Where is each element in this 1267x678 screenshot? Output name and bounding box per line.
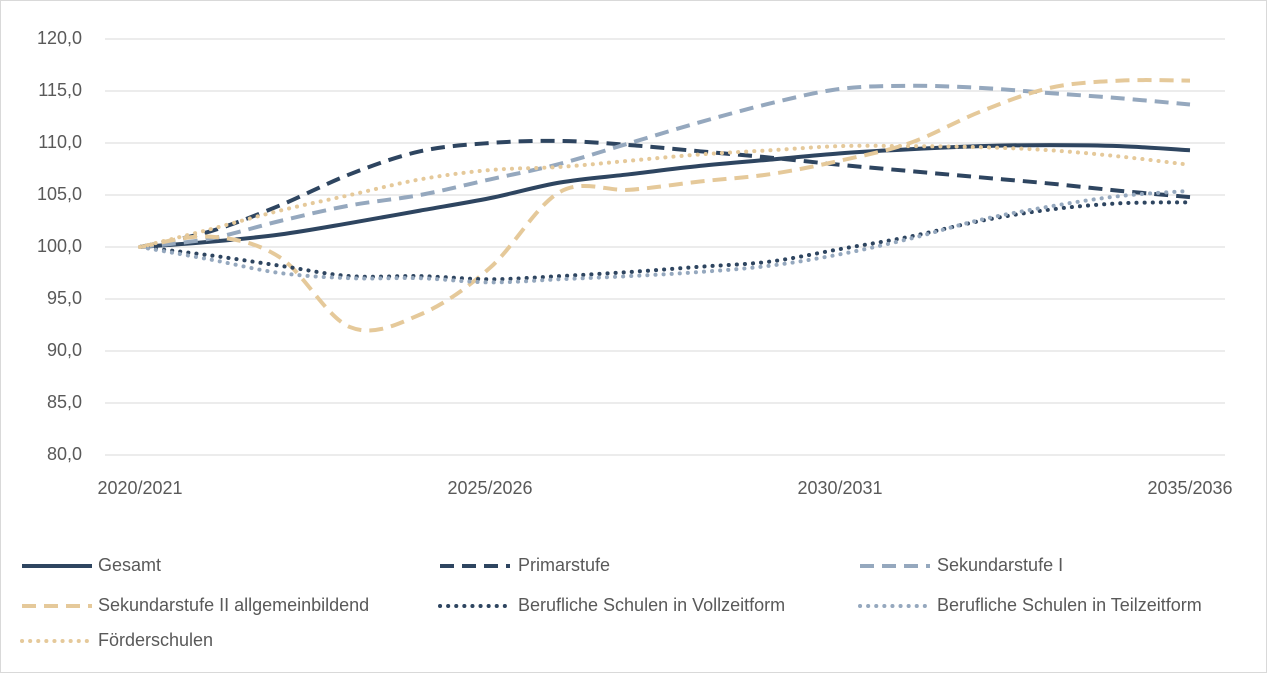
legend-label: Berufliche Schulen in Vollzeitform [518, 595, 785, 615]
series-line [138, 188, 1192, 285]
y-tick-label: 110,0 [38, 132, 82, 152]
x-tick-label: 2020/2021 [97, 478, 182, 498]
y-tick-label: 95,0 [47, 288, 82, 308]
series-line [138, 200, 1192, 282]
series-line [139, 138, 1191, 249]
series-line [139, 83, 1191, 249]
x-tick-label: 2035/2036 [1147, 478, 1232, 498]
series-line [139, 78, 1191, 333]
y-tick-label: 120,0 [37, 28, 82, 48]
legend-label: Gesamt [98, 555, 161, 575]
legend-label: Sekundarstufe II allgemeinbildend [98, 595, 369, 615]
y-tick-label: 100,0 [37, 236, 82, 256]
legend-label: Berufliche Schulen in Teilzeitform [937, 595, 1202, 615]
x-tick-label: 2030/2031 [797, 478, 882, 498]
series-line [138, 143, 1192, 249]
legend-label: Sekundarstufe I [937, 555, 1063, 575]
legend-label: Primarstufe [518, 555, 610, 575]
series-line [139, 143, 1191, 249]
y-tick-label: 115,0 [38, 80, 82, 100]
legend-label: Förderschulen [98, 630, 213, 650]
y-tick-label: 105,0 [37, 184, 82, 204]
y-tick-label: 90,0 [47, 340, 82, 360]
x-tick-label: 2025/2026 [447, 478, 532, 498]
y-tick-label: 85,0 [47, 392, 82, 412]
y-tick-label: 80,0 [47, 444, 82, 464]
